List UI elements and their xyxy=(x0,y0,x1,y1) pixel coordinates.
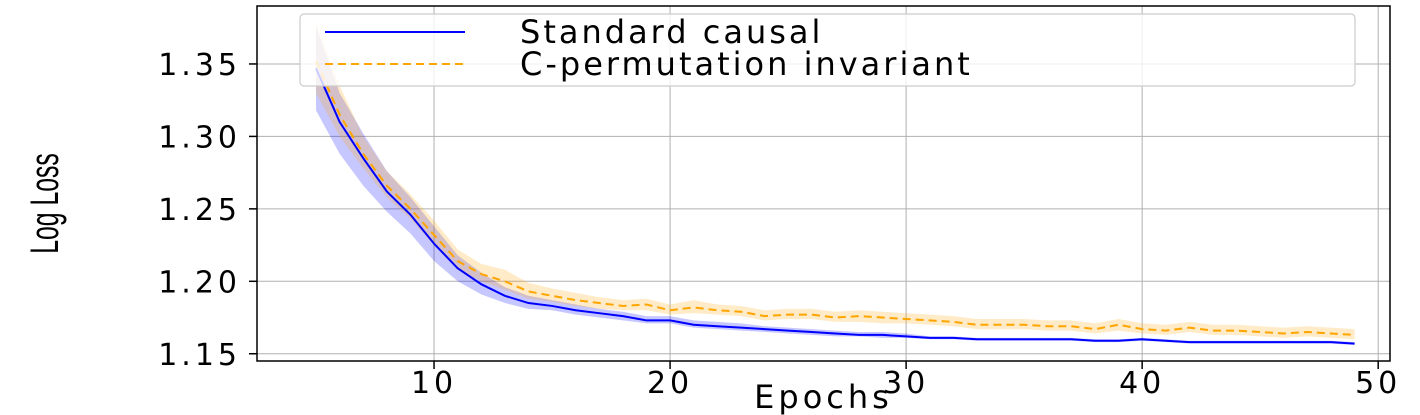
y-tick-label: 1.35 xyxy=(158,48,241,83)
legend-box xyxy=(299,13,1356,87)
line-standard-causal xyxy=(315,67,1355,345)
x-tick-label: 30 xyxy=(883,366,929,401)
y-tick-label: 1.30 xyxy=(158,120,241,155)
plot-frame xyxy=(256,5,1391,362)
x-tick-label: 20 xyxy=(647,366,693,401)
y-tick-label: 1.15 xyxy=(158,338,241,373)
y-axis-ticks: 1.15 1.20 1.25 1.30 1.35 xyxy=(158,48,257,373)
y-tick-label: 1.25 xyxy=(158,193,241,228)
x-tick-label: 10 xyxy=(411,366,457,401)
x-axis-ticks: 10 20 30 40 50 xyxy=(411,361,1401,401)
legend: Standard causal C-permutation invariant xyxy=(299,13,1356,87)
x-axis-label: Epochs xyxy=(754,378,893,415)
y-tick-label: 1.20 xyxy=(158,265,241,300)
series-lines xyxy=(315,60,1355,345)
y-axis-label: Log Loss xyxy=(23,153,67,254)
legend-label-standard-causal: Standard causal xyxy=(520,13,823,51)
x-tick-label: 50 xyxy=(1355,366,1401,401)
x-tick-label: 40 xyxy=(1119,366,1165,401)
line-c-permutation-invariant xyxy=(315,60,1355,336)
legend-label-c-permutation-invariant: C-permutation invariant xyxy=(520,45,973,83)
